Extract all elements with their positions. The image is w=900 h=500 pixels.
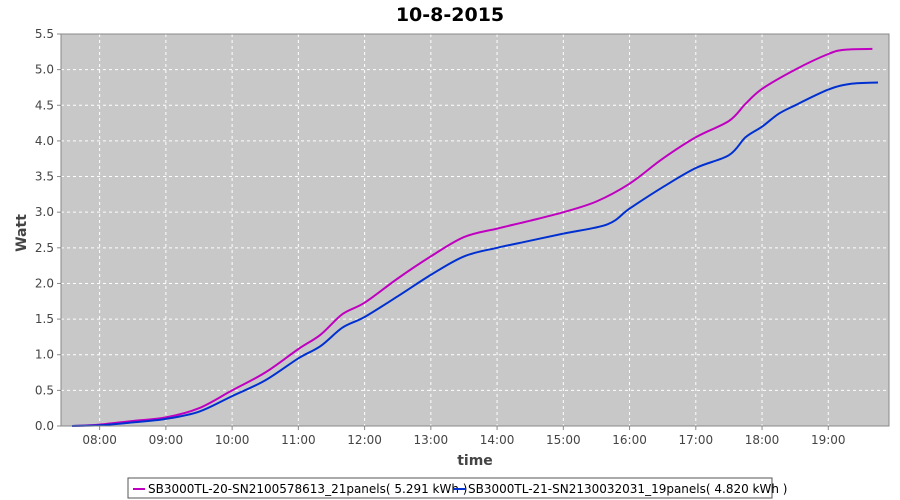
x-tick-label: 13:00	[414, 433, 449, 447]
x-tick-label: 10:00	[215, 433, 250, 447]
y-tick-label: 3.5	[35, 170, 54, 184]
x-tick-label: 19:00	[811, 433, 846, 447]
y-tick-label: 2.5	[35, 241, 54, 255]
legend-label-1: SB3000TL-20-SN2100578613_21panels( 5.291…	[148, 482, 467, 496]
x-tick-label: 09:00	[149, 433, 184, 447]
plot-border	[60, 33, 890, 427]
chart-title: 10-8-2015	[396, 4, 504, 26]
x-tick-label: 12:00	[347, 433, 382, 447]
x-tick-label: 17:00	[679, 433, 714, 447]
y-tick-label: 0.0	[35, 419, 54, 433]
x-tick-label: 14:00	[480, 433, 515, 447]
y-tick-label: 1.5	[35, 312, 54, 326]
x-tick-label: 18:00	[745, 433, 780, 447]
legend: SB3000TL-20-SN2100578613_21panels( 5.291…	[127, 477, 787, 499]
series-line-2	[71, 81, 879, 427]
y-tick-label: 4.0	[35, 134, 54, 148]
x-tick-label: 11:00	[281, 433, 316, 447]
axes: 0.0 0.5 1.0 1.5 2.0 2.5 3.0 3.5 4.0 4.5 5.0 5.5 08:0…	[35, 27, 846, 447]
y-tick-label: 5.0	[35, 63, 54, 77]
series-lines	[71, 47, 879, 427]
y-tick-label: 4.5	[35, 98, 54, 112]
plot-area	[61, 34, 889, 426]
x-axis-label: time	[457, 453, 493, 469]
x-tick-label: 15:00	[546, 433, 581, 447]
y-tick-label: 0.5	[35, 383, 54, 397]
y-axis-label: Watt	[14, 214, 30, 252]
x-tick-label: 08:00	[82, 433, 117, 447]
legend-label-2: SB3000TL-21-SN2130032031_19panels( 4.820…	[468, 482, 787, 496]
x-tick-label: 16:00	[612, 433, 647, 447]
y-tick-label: 5.5	[35, 27, 54, 41]
y-tick-label: 3.0	[35, 205, 54, 219]
y-tick-label: 2.0	[35, 276, 54, 290]
y-tick-label: 1.0	[35, 348, 54, 362]
legend-box	[127, 477, 773, 499]
series-line-1	[71, 47, 873, 427]
